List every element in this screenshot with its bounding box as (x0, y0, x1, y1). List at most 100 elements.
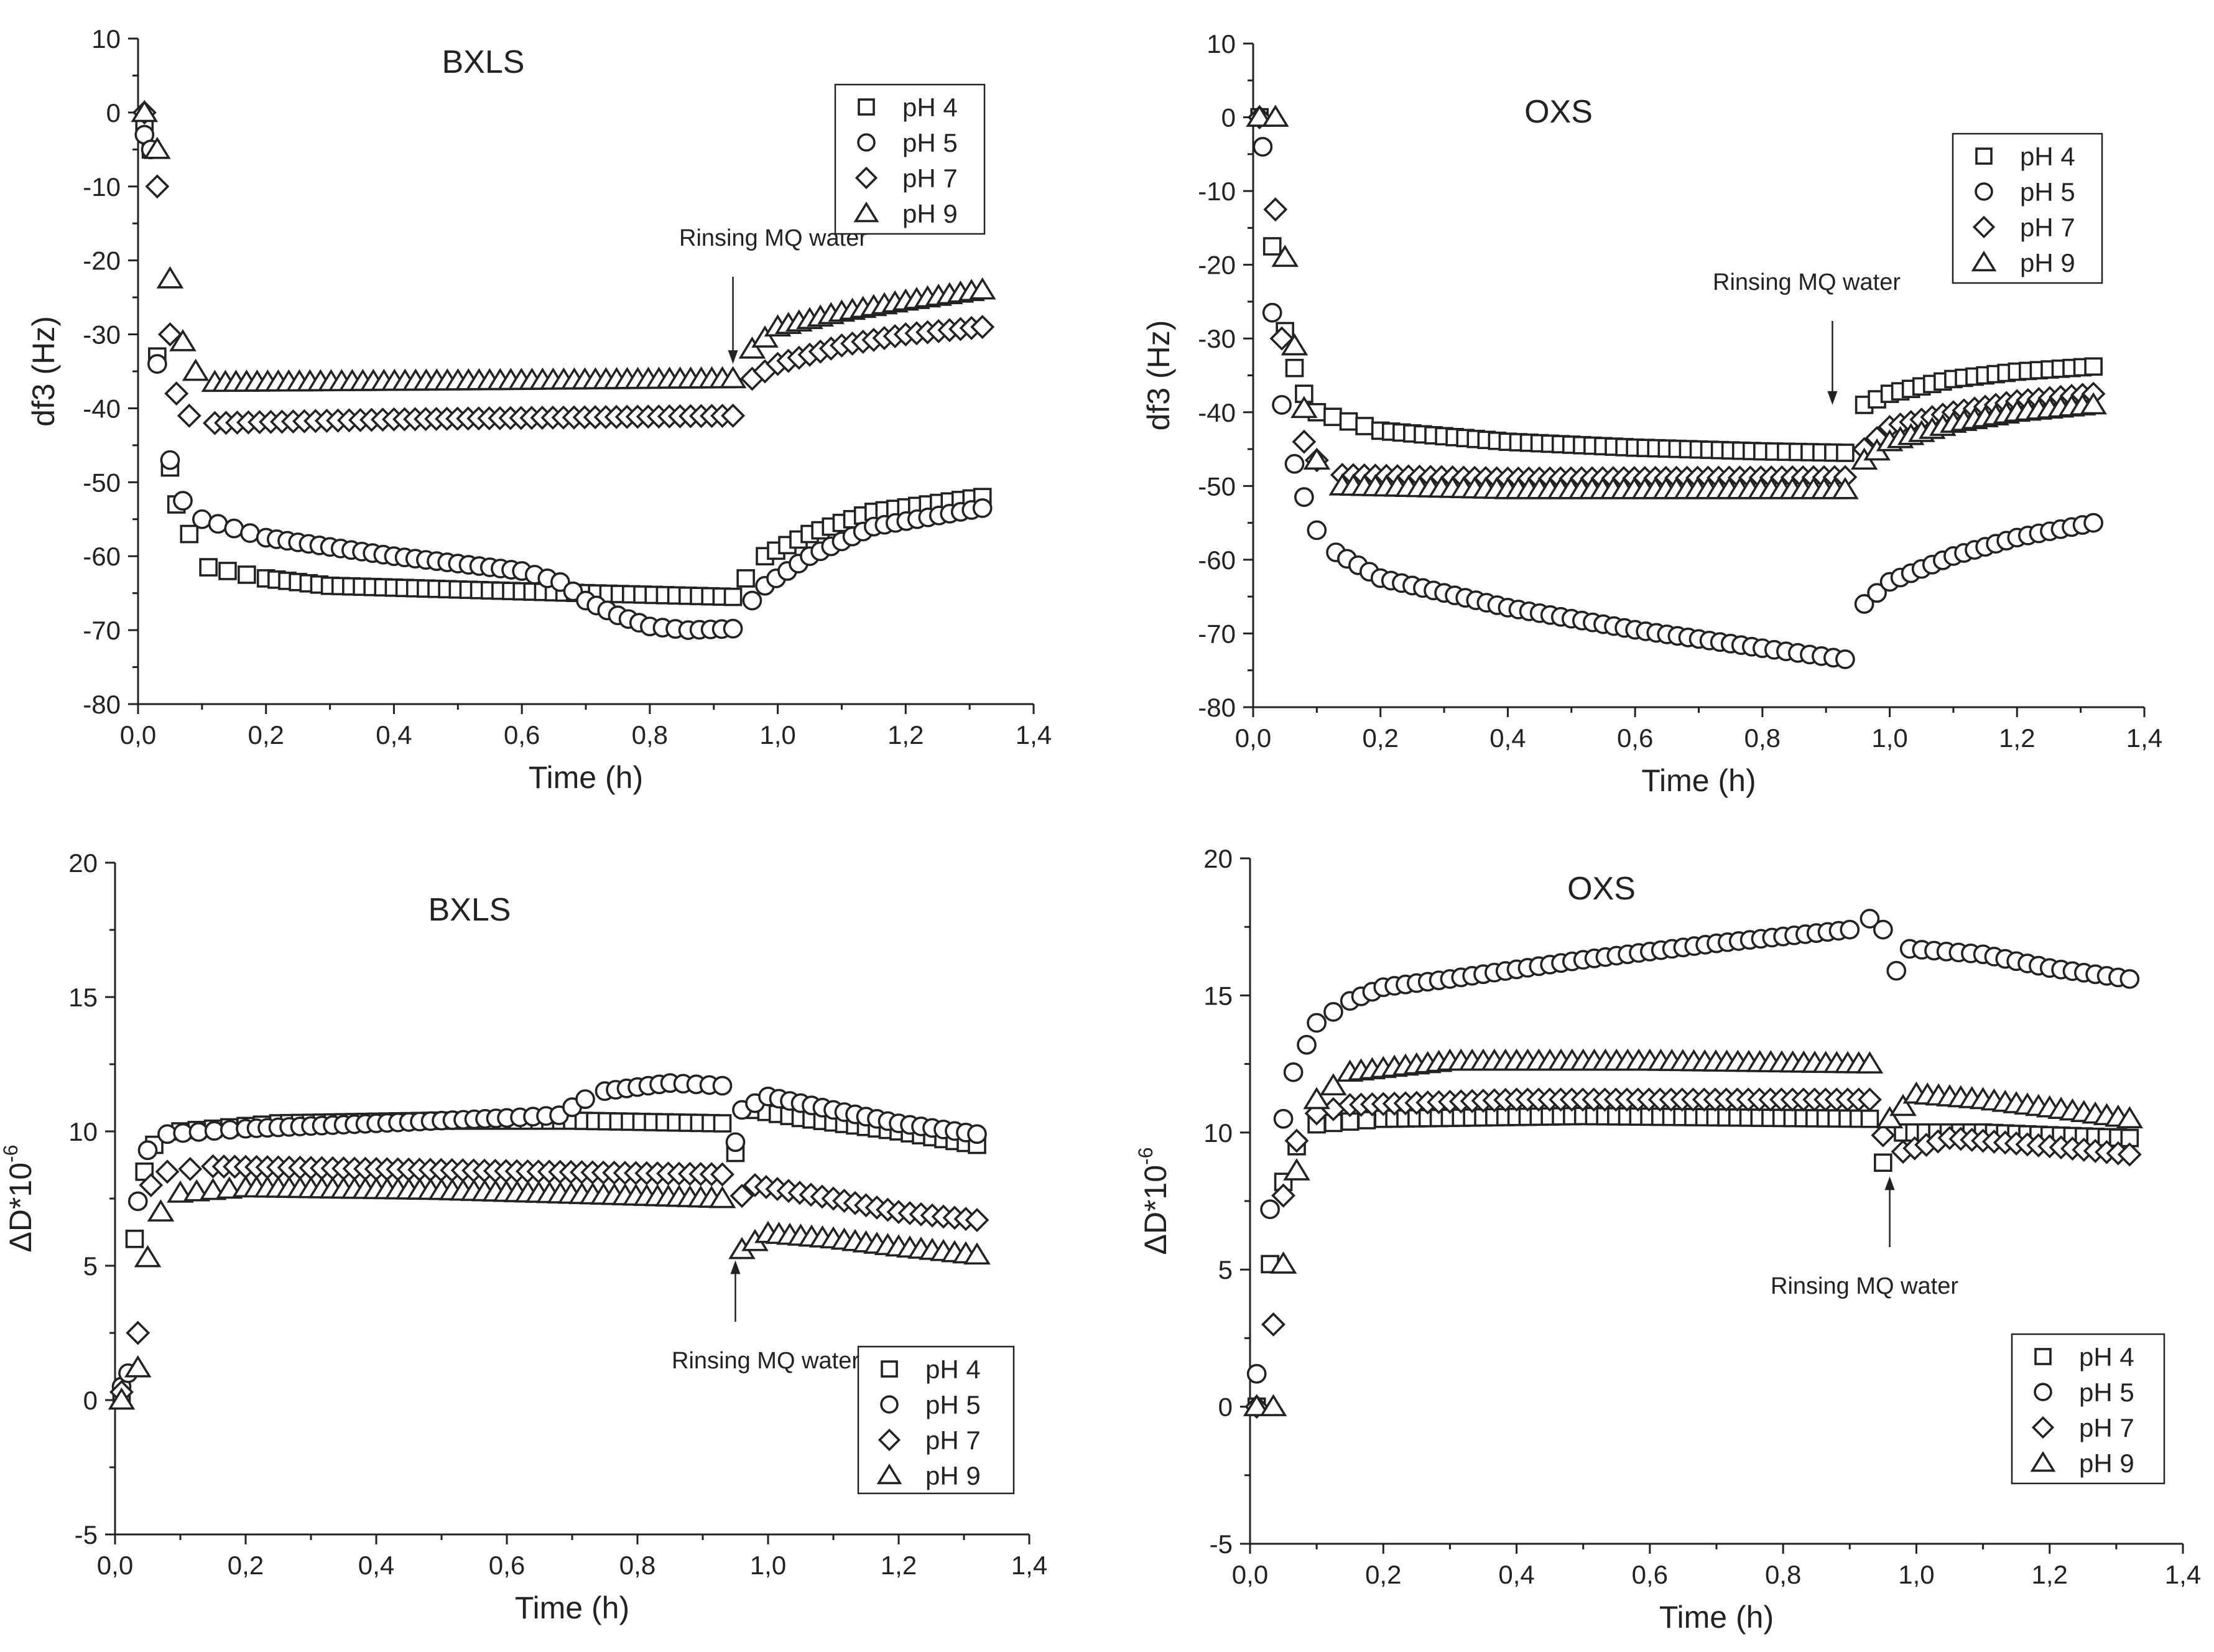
y-tick-label: 20 (68, 848, 98, 878)
data-point (1856, 1051, 1884, 1074)
x-tick-label: 0,0 (97, 1551, 133, 1580)
data-point (1297, 1034, 1317, 1055)
data-point (1262, 302, 1282, 323)
x-tick-label: 1,2 (1999, 723, 2035, 753)
data-point (1243, 1394, 1271, 1416)
y-tick-label: -5 (75, 1520, 98, 1549)
data-point (1262, 237, 1282, 256)
legend-marker (858, 98, 875, 116)
data-point (1840, 919, 1860, 940)
data-point (1835, 649, 1855, 669)
y-tick-label: 0 (1221, 103, 1236, 132)
data-point (1320, 1073, 1347, 1096)
x-tick-label: 0,0 (1232, 1560, 1268, 1589)
data-point (1307, 1013, 1327, 1033)
y-tick-label: -40 (1198, 398, 1236, 427)
data-point (125, 1230, 144, 1248)
data-point (723, 618, 743, 639)
y-tick-label: 10 (91, 24, 121, 53)
y-tick-label: -40 (83, 394, 121, 423)
data-point (2117, 1142, 2142, 1167)
x-tick-label: 0,4 (358, 1551, 394, 1580)
data-point (708, 1186, 736, 1209)
x-tick-label: 1,2 (881, 1551, 917, 1580)
y-tick-label: 10 (1203, 1118, 1233, 1148)
x-tick-label: 0,8 (632, 720, 668, 749)
data-point (730, 1184, 754, 1209)
y-tick-label: -30 (1198, 324, 1236, 353)
x-tick-label: 0,6 (489, 1551, 525, 1580)
series-ph-4 (135, 118, 992, 606)
panel-title: OXS (1524, 94, 1593, 130)
data-point (2084, 357, 2103, 376)
y-tick-label: 20 (1203, 844, 1233, 873)
legend-marker (857, 133, 876, 152)
y-tick-label: -5 (1210, 1529, 1233, 1559)
legend-label: pH 4 (2020, 142, 2075, 171)
data-point (1294, 487, 1314, 507)
data-point (1246, 1363, 1267, 1384)
legend: pH 4 pH 5 pH 7 pH 9 (1952, 132, 2103, 284)
data-point (127, 1191, 148, 1212)
legend-label: pH 4 (2079, 1342, 2134, 1371)
y-axis-title: ΔD*10-6 (1134, 1147, 1173, 1255)
annotation-arrow (728, 277, 738, 364)
series-ph-9 (1243, 1048, 2144, 1416)
x-tick-label: 0,8 (1765, 1560, 1801, 1589)
data-point (1339, 412, 1358, 431)
series-ph-5 (111, 1073, 987, 1397)
data-point (575, 1089, 595, 1109)
legend-label: pH 5 (2079, 1378, 2134, 1407)
data-point (1272, 395, 1292, 415)
data-point (1355, 417, 1374, 435)
data-point (1573, 435, 1591, 455)
data-point (180, 524, 199, 544)
data-point (1323, 1002, 1343, 1022)
data-point (738, 336, 766, 359)
annotation-text: Rinsing MQ water (1771, 1273, 1958, 1299)
annotation-arrow (1884, 1176, 1895, 1247)
panel-title: OXS (1567, 871, 1636, 907)
data-point (240, 523, 260, 543)
data-point (1323, 407, 1342, 426)
data-point (1259, 1394, 1287, 1416)
data-point (224, 518, 244, 539)
x-tick-label: 1,0 (1871, 723, 1907, 753)
data-point (2120, 1128, 2139, 1148)
series-ph-7 (132, 100, 995, 435)
y-tick-label: -50 (83, 468, 121, 497)
legend-marker (2034, 1348, 2052, 1365)
data-point (967, 1124, 987, 1144)
x-tick-label: 0,2 (248, 720, 284, 749)
x-tick-label: 0,6 (1617, 723, 1653, 753)
data-point (147, 1199, 175, 1222)
data-point (970, 315, 995, 340)
data-point (972, 498, 993, 518)
chart-panel-bxls-dissipation: 0,0 0,2 0,4 0,6 0,8 1,0 1,2 1,4 20 15 10 5 0 -5 Time (… (0, 848, 1047, 1625)
x-tick-label: 1,4 (1016, 720, 1052, 749)
annotation-arrow (1827, 321, 1838, 405)
series-ph-5 (1253, 137, 2103, 669)
legend-label: pH 5 (925, 1390, 981, 1419)
x-tick-label: 1,2 (2032, 1560, 2068, 1589)
x-tick-label: 1,2 (887, 720, 924, 749)
legend-marker (853, 201, 879, 223)
legend: pH 4 pH 5 pH 7 pH 9 (2011, 1333, 2165, 1485)
legend-label: pH 7 (902, 164, 958, 193)
data-point (965, 1208, 989, 1233)
data-point (169, 329, 197, 351)
y-tick-label: -70 (1198, 619, 1236, 648)
data-point (1273, 1108, 1294, 1129)
legend-label: pH 4 (925, 1355, 981, 1384)
chart-panel-oxs-frequency: 0,0 0,2 0,4 0,6 0,8 1,0 1,2 1,4 10 0 -10 -20 -30 -40 -… (1141, 29, 2162, 798)
data-point (238, 565, 256, 584)
y-tick-label: 0 (1218, 1393, 1233, 1422)
data-point (736, 569, 755, 588)
x-tick-label: 0,0 (1235, 723, 1271, 753)
legend-label: pH 7 (925, 1426, 981, 1455)
x-tick-label: 1,4 (2126, 723, 2162, 753)
x-tick-label: 1,0 (1898, 1560, 1934, 1589)
legend-label: pH 9 (2020, 248, 2075, 277)
y-tick-label: 15 (1203, 981, 1233, 1010)
data-point (1832, 476, 1859, 499)
